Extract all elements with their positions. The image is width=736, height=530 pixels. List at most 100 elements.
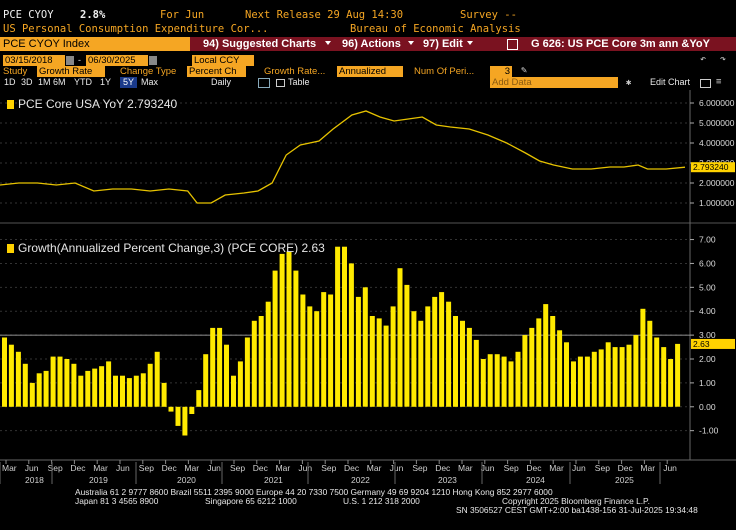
bar bbox=[43, 370, 49, 407]
bar bbox=[432, 296, 438, 407]
settings-icon[interactable]: ✱ bbox=[626, 78, 632, 88]
security-field-bg bbox=[0, 37, 190, 51]
study-select[interactable]: Growth Rate bbox=[37, 66, 105, 77]
bar bbox=[258, 316, 264, 407]
bar bbox=[675, 343, 681, 407]
bar bbox=[106, 361, 112, 407]
x-month-label: Sep bbox=[230, 463, 245, 473]
bar bbox=[133, 375, 139, 407]
description: US Personal Consumption Expenditure Cor.… bbox=[3, 23, 269, 35]
pencil-icon[interactable]: ✎ bbox=[521, 65, 528, 76]
bar bbox=[446, 301, 452, 407]
chart-canvas: 6.0000005.0000004.0000003.0000002.000000… bbox=[0, 90, 736, 484]
x-month-label: Mar bbox=[93, 463, 108, 473]
bar bbox=[196, 390, 202, 407]
bar bbox=[29, 382, 35, 407]
undo-icon[interactable]: ↶ bbox=[700, 54, 707, 65]
bar bbox=[584, 356, 590, 407]
bar bbox=[279, 253, 285, 407]
chevron-down-icon bbox=[467, 41, 473, 45]
y-tick-label: 5.000000 bbox=[699, 118, 735, 128]
x-month-label: Sep bbox=[48, 463, 63, 473]
footer-singapore: Singapore 65 6212 1000 bbox=[205, 496, 297, 506]
frequency-select[interactable]: Daily bbox=[211, 77, 232, 87]
bar bbox=[231, 375, 236, 407]
x-month-label: Mar bbox=[184, 463, 199, 473]
growth-rate-label: Growth Rate... bbox=[264, 66, 326, 77]
range-button-3d[interactable]: 3D bbox=[21, 77, 33, 87]
edit-menu[interactable]: 97) Edit bbox=[423, 38, 463, 50]
currency-select[interactable]: Local CCY bbox=[192, 55, 254, 66]
bar bbox=[113, 375, 118, 407]
window-icon[interactable] bbox=[700, 79, 711, 88]
x-year-label: 2023 bbox=[438, 475, 457, 484]
security-field[interactable]: PCE CYOY Index bbox=[3, 38, 90, 50]
bar-legend-text: Growth(Annualized Percent Change,3) (PCE… bbox=[18, 241, 325, 255]
range-button-1y[interactable]: 1Y bbox=[100, 77, 112, 87]
change-type-select[interactable]: Percent Ch bbox=[187, 66, 246, 77]
bar bbox=[50, 356, 56, 407]
bar bbox=[203, 354, 209, 407]
bar bbox=[668, 359, 674, 407]
bar bbox=[140, 373, 146, 407]
range-button-max[interactable]: Max bbox=[141, 77, 159, 87]
range-button-1d[interactable]: 1D bbox=[4, 77, 16, 87]
bar bbox=[557, 330, 563, 407]
y-tick-label: 1.00 bbox=[699, 378, 716, 388]
range-button-ytd[interactable]: YTD bbox=[74, 77, 92, 87]
suggested-charts-menu[interactable]: 94) Suggested Charts bbox=[203, 38, 317, 50]
bar bbox=[508, 361, 514, 407]
bar bbox=[598, 349, 604, 407]
add-data-input[interactable]: Add Data bbox=[490, 77, 618, 88]
range-button-5y[interactable]: 5Y bbox=[120, 77, 138, 88]
y-tick-label: 4.00 bbox=[699, 306, 716, 316]
bar bbox=[168, 406, 174, 412]
x-month-label: Mar bbox=[276, 463, 291, 473]
x-month-label: Dec bbox=[344, 463, 360, 473]
bar bbox=[460, 320, 465, 407]
bar bbox=[661, 347, 667, 407]
chevron-down-icon bbox=[408, 41, 414, 45]
redo-icon[interactable]: ↷ bbox=[720, 54, 727, 65]
x-month-label: Mar bbox=[458, 463, 473, 473]
bar bbox=[571, 361, 576, 407]
source: Bureau of Economic Analysis bbox=[350, 23, 521, 35]
table-button[interactable]: Table bbox=[288, 77, 310, 87]
end-date-input[interactable]: 06/30/2025 bbox=[86, 55, 148, 66]
actions-menu[interactable]: 96) Actions bbox=[342, 38, 401, 50]
calendar-icon[interactable] bbox=[149, 56, 157, 65]
calendar-icon[interactable] bbox=[66, 56, 74, 65]
x-year-label: 2021 bbox=[264, 475, 283, 484]
popout-icon[interactable] bbox=[507, 39, 518, 50]
y-tick-label: 6.000000 bbox=[699, 98, 735, 108]
last-value-tag bbox=[691, 162, 735, 173]
chevron-down-icon bbox=[325, 41, 331, 45]
x-month-label: Sep bbox=[321, 463, 336, 473]
line-series-legend: PCE Core USA YoY 2.793240 bbox=[7, 97, 177, 111]
bar bbox=[411, 311, 417, 407]
bar bbox=[244, 337, 250, 407]
edit-chart-button[interactable]: Edit Chart bbox=[650, 77, 691, 87]
y-tick-label: 0.00 bbox=[699, 402, 716, 412]
growth-rate-select[interactable]: Annualized bbox=[337, 66, 403, 77]
bar bbox=[251, 320, 257, 407]
chart-type-icon[interactable] bbox=[258, 78, 270, 88]
range-button-1m[interactable]: 1M bbox=[38, 77, 51, 87]
bar bbox=[99, 366, 105, 407]
bar bbox=[453, 316, 458, 407]
y-tick-label: 2.000000 bbox=[699, 178, 735, 188]
range-button-6m[interactable]: 6M bbox=[53, 77, 66, 87]
bar-series-legend: Growth(Annualized Percent Change,3) (PCE… bbox=[7, 241, 325, 255]
bar bbox=[335, 246, 341, 407]
bar bbox=[390, 306, 396, 407]
y-tick-label: 5.00 bbox=[699, 282, 716, 292]
x-month-label: Dec bbox=[70, 463, 86, 473]
bar bbox=[494, 354, 500, 407]
bar bbox=[383, 325, 389, 407]
bar bbox=[2, 337, 7, 407]
period: For Jun bbox=[160, 9, 205, 21]
num-periods-input[interactable]: 3 bbox=[490, 66, 512, 77]
series-swatch bbox=[7, 244, 14, 253]
line-style-icon[interactable]: ≡ bbox=[716, 77, 722, 87]
start-date-input[interactable]: 03/15/2018 bbox=[3, 55, 65, 66]
